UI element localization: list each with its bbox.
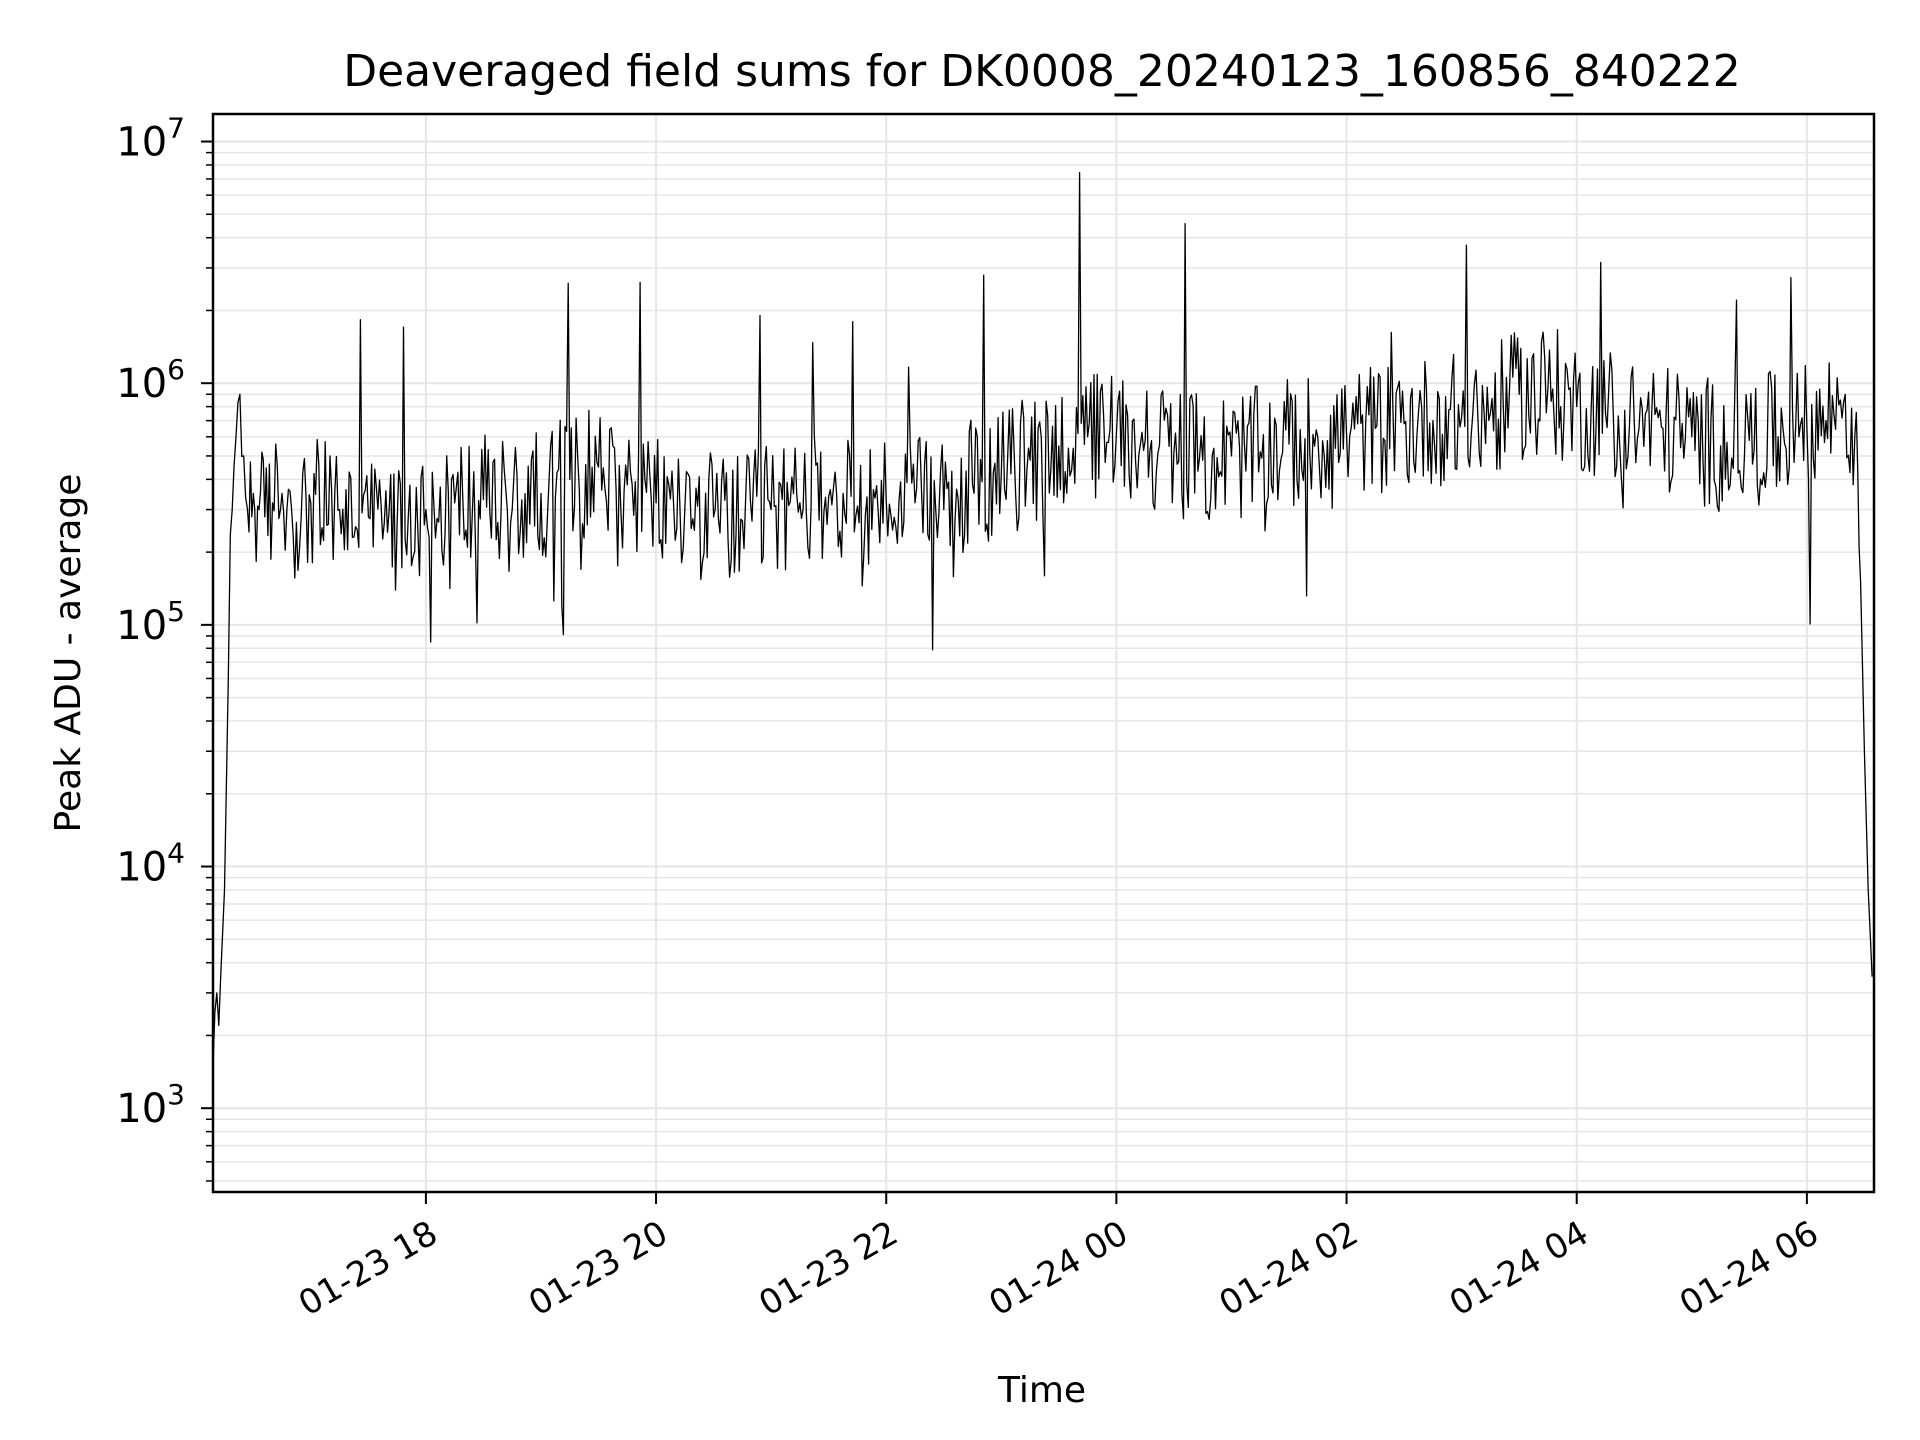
series-line xyxy=(213,171,1873,1066)
y-tick-label: 103 xyxy=(116,1078,185,1132)
series-group xyxy=(213,171,1873,1066)
y-tick-label: 105 xyxy=(116,595,185,649)
y-axis-label: Peak ADU - average xyxy=(48,474,89,833)
y-tick-label: 106 xyxy=(116,353,185,407)
plot-area xyxy=(213,171,1873,1066)
x-axis-label: Time xyxy=(997,1370,1086,1411)
y-tick-label: 107 xyxy=(116,112,185,166)
y-tick-label: 104 xyxy=(116,837,185,891)
plot-frame xyxy=(211,112,1876,1194)
chart-title: Deaveraged field sums for DK0008_2024012… xyxy=(343,46,1741,97)
y-axis: 103 104 105 106 107 xyxy=(116,112,213,1182)
